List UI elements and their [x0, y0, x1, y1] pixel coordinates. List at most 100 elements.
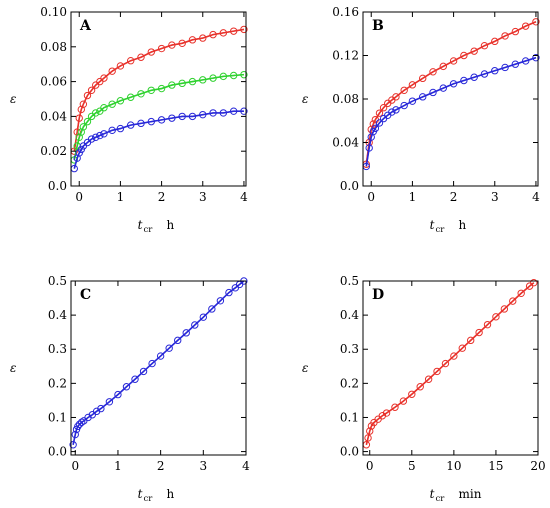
data-point	[127, 93, 135, 101]
series-fit-line-overlay	[72, 280, 245, 445]
x-axis-label-var: t	[430, 218, 435, 232]
data-point	[182, 329, 190, 337]
data-point	[511, 60, 520, 68]
y-tick-label: 0.1	[48, 410, 67, 424]
data-point	[392, 93, 400, 101]
data-point	[79, 123, 88, 131]
series-fit-line-overlay	[365, 57, 537, 167]
series-fit-line	[365, 282, 535, 445]
x-tick-label: 5	[408, 459, 416, 473]
x-tick-label: 0	[367, 190, 375, 204]
data-point	[116, 97, 125, 105]
data-point	[501, 32, 509, 40]
x-tick-label: 4	[240, 190, 248, 204]
y-tick-label: 0.5	[48, 274, 67, 288]
data-point	[116, 124, 125, 133]
x-axis-label-sub: cr	[436, 494, 446, 504]
data-point	[424, 375, 433, 383]
data-point	[116, 62, 125, 70]
x-tick-label: 0	[366, 459, 374, 473]
data-point	[433, 367, 441, 376]
y-tick-label: 0.2	[340, 376, 359, 390]
data-point	[157, 44, 166, 53]
x-axis-label: t cr h	[430, 218, 467, 235]
data-point	[475, 328, 483, 337]
y-tick-label: 0.06	[40, 75, 67, 89]
data-point	[92, 109, 100, 117]
y-tick-label: 0.08	[40, 40, 67, 54]
data-point	[449, 80, 458, 88]
data-point	[408, 97, 417, 105]
data-point	[521, 22, 530, 30]
x-tick-label: 10	[446, 459, 461, 473]
y-tick-label: 0.0	[48, 445, 67, 459]
data-point	[408, 390, 416, 398]
data-point	[379, 104, 388, 112]
data-point	[148, 359, 156, 368]
data-point	[470, 47, 478, 55]
x-tick-label: 4	[532, 190, 540, 204]
x-tick-label: 3	[199, 459, 207, 473]
data-point	[450, 352, 458, 360]
data-point	[71, 430, 79, 439]
data-point	[492, 313, 500, 321]
data-point	[466, 336, 475, 345]
data-point	[388, 108, 396, 116]
series-fit-line	[365, 21, 537, 165]
data-point	[458, 344, 466, 352]
panel-b: 0 1 2 3 4 0.0 0.04 0.08 0.12 0.16 Bε t cr h	[302, 5, 540, 235]
data-point	[441, 359, 450, 368]
data-point	[530, 279, 538, 287]
plot-frame	[70, 280, 247, 456]
data-point	[137, 90, 145, 98]
data-point	[460, 51, 468, 60]
panel-d: 0 5 10 15 20 0.0 0.1 0.2 0.3 0.4 0.5 Dε t cr min	[302, 274, 546, 504]
y-tick-label: 0.08	[332, 92, 359, 106]
data-point	[400, 86, 408, 95]
data-point	[500, 305, 509, 313]
data-point	[83, 91, 92, 100]
y-tick-label: 0.16	[332, 5, 359, 19]
data-point	[77, 418, 86, 426]
x-tick-label: 2	[158, 190, 166, 204]
data-point	[97, 404, 105, 413]
x-tick-label: 1	[117, 190, 125, 204]
data-point	[491, 37, 499, 46]
data-point	[491, 67, 499, 75]
data-point	[108, 126, 116, 135]
data-point	[429, 68, 437, 76]
data-point	[460, 76, 468, 85]
data-point	[391, 403, 399, 411]
data-point	[87, 86, 96, 95]
data-point	[408, 81, 417, 89]
data-point	[174, 336, 182, 345]
data-point	[400, 101, 408, 110]
data-point	[517, 289, 525, 297]
x-axis-label-unit: h	[167, 218, 175, 232]
x-tick-label: 20	[530, 459, 545, 473]
x-axis-label-unit: h	[459, 218, 467, 232]
x-axis-label-sub: cr	[144, 225, 154, 235]
panel-label: D	[372, 287, 384, 303]
data-point	[87, 135, 96, 143]
x-axis-label-sub: cr	[144, 494, 154, 504]
data-point	[532, 18, 540, 26]
y-tick-label: 0.5	[340, 274, 359, 288]
data-point	[470, 73, 478, 81]
x-axis-label-var: t	[138, 487, 143, 501]
x-tick-label: 2	[157, 459, 165, 473]
data-point	[521, 57, 530, 65]
data-point	[156, 352, 165, 360]
data-point	[501, 63, 509, 72]
y-tick-label: 0.0	[48, 179, 67, 193]
data-point	[419, 93, 427, 101]
panel-label: C	[80, 287, 91, 303]
data-point	[439, 84, 447, 92]
data-point	[364, 434, 372, 442]
x-axis-label-unit: min	[459, 487, 482, 501]
y-tick-label: 0.02	[40, 144, 67, 158]
panel-c: 0 1 2 3 4 0.0 0.1 0.2 0.3 0.4 0.5 Cε t cr h	[10, 274, 250, 504]
x-axis-label-sub: cr	[436, 225, 446, 235]
plot-frame	[70, 11, 247, 187]
data-point	[96, 131, 104, 140]
